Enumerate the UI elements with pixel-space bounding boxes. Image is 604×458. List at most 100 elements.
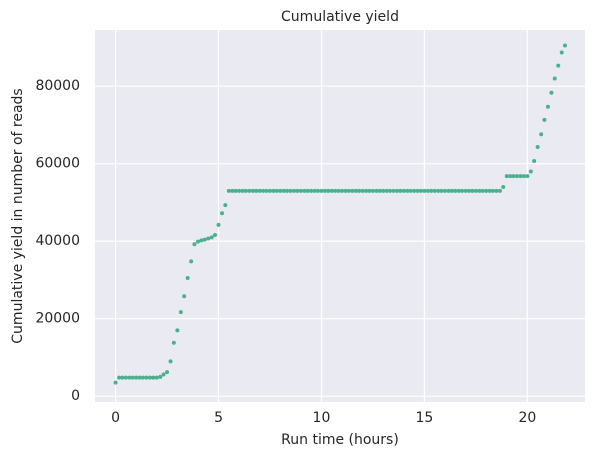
point: [490, 188, 495, 193]
point: [261, 188, 266, 193]
point: [178, 310, 183, 315]
point: [515, 174, 520, 179]
point: [418, 188, 423, 193]
point: [185, 276, 190, 280]
point: [230, 188, 235, 193]
point: [223, 203, 228, 208]
point: [144, 375, 149, 380]
y-axis-label: Cumulative yield in number of reads: [10, 88, 26, 343]
point: [501, 184, 506, 189]
point: [377, 188, 382, 193]
point: [298, 188, 303, 193]
point: [542, 117, 547, 122]
point: [288, 188, 293, 193]
point: [117, 375, 122, 380]
point: [487, 188, 492, 193]
point: [295, 188, 300, 193]
point: [539, 132, 544, 137]
point: [449, 188, 454, 193]
point: [271, 188, 276, 193]
point: [264, 188, 269, 193]
point: [189, 259, 194, 264]
point: [168, 359, 173, 364]
point: [477, 188, 482, 193]
point: [274, 188, 279, 193]
point: [233, 188, 238, 193]
point: [326, 188, 331, 193]
point: [220, 211, 225, 216]
point: [460, 188, 465, 193]
point: [240, 188, 245, 193]
point: [120, 375, 125, 380]
point: [374, 188, 379, 193]
point: [384, 188, 389, 193]
point: [549, 90, 554, 95]
point: [213, 232, 218, 237]
point: [552, 76, 557, 81]
x-tick-label: 0: [111, 410, 120, 426]
point: [199, 238, 204, 243]
point: [535, 145, 540, 150]
y-tick-label: 80000: [35, 78, 80, 94]
point: [521, 174, 526, 179]
point: [254, 188, 259, 193]
point: [309, 188, 314, 193]
point: [247, 188, 252, 193]
point: [518, 174, 523, 179]
x-tick-label: 5: [214, 410, 223, 426]
plot-area: [95, 30, 585, 402]
point: [473, 188, 478, 193]
point: [243, 188, 248, 193]
point: [446, 188, 451, 193]
point: [504, 174, 509, 179]
point: [429, 188, 434, 193]
point: [165, 370, 170, 375]
y-tick-label: 60000: [35, 156, 80, 172]
point: [470, 188, 475, 193]
point: [484, 188, 489, 193]
point: [123, 375, 128, 380]
point: [395, 188, 400, 193]
point: [405, 188, 410, 193]
point: [343, 188, 348, 193]
point: [226, 188, 231, 193]
point: [528, 169, 533, 174]
point: [497, 188, 502, 193]
point: [532, 158, 537, 163]
point: [388, 188, 393, 193]
point: [508, 174, 513, 179]
point: [319, 188, 324, 193]
point: [192, 242, 197, 247]
point: [216, 222, 221, 227]
point: [563, 43, 568, 48]
point: [350, 188, 355, 193]
point: [336, 188, 341, 193]
point: [158, 374, 163, 379]
point: [292, 188, 297, 193]
point: [545, 104, 550, 109]
point: [360, 188, 365, 193]
point: [494, 188, 499, 193]
point: [113, 380, 118, 385]
point: [340, 188, 345, 193]
point: [511, 174, 516, 179]
point: [408, 188, 413, 193]
point: [463, 188, 468, 193]
point: [415, 188, 420, 193]
point: [195, 239, 200, 244]
point: [137, 375, 142, 380]
y-tick-label: 40000: [35, 233, 80, 249]
point: [140, 375, 145, 380]
point: [370, 188, 375, 193]
point: [357, 188, 362, 193]
point: [391, 188, 396, 193]
point: [480, 188, 485, 193]
point: [443, 188, 447, 193]
point: [453, 188, 458, 193]
point: [315, 188, 320, 193]
point: [425, 188, 430, 193]
point: [367, 188, 372, 193]
point: [381, 188, 386, 193]
point: [134, 375, 139, 380]
